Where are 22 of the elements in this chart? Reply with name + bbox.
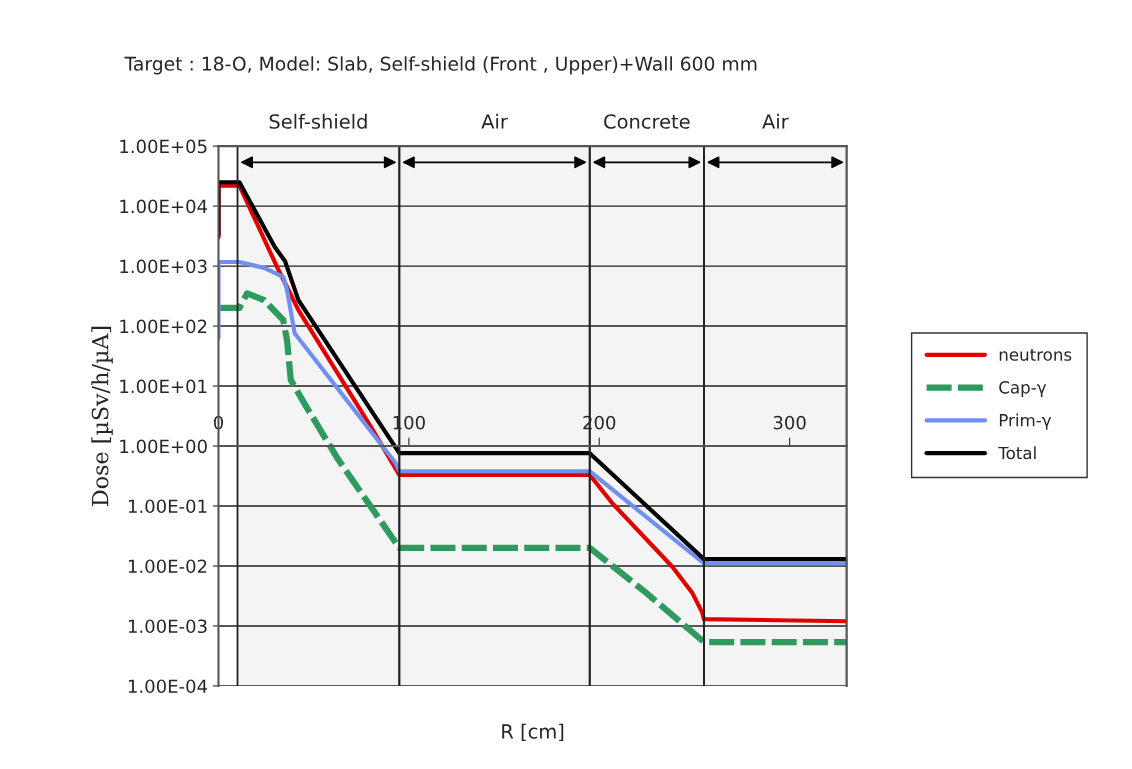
y-tick-label: 1.00E+02 (120, 319, 207, 334)
x-axis-title: R [cm] (502, 723, 564, 742)
y-tick-label: 1.00E+04 (120, 199, 208, 214)
band-label: Air (481, 113, 508, 129)
band-label: Concrete (604, 114, 690, 129)
y-tick-label: 1.00E+05 (120, 139, 207, 154)
y-tick-label: 1.00E+03 (120, 259, 207, 274)
chart-title: Target : 18-O, Model: Slab, Self-shield (Front , Upper)+Wall 600 mm (124, 56, 757, 75)
y-axis-title: Dose [µSv/h/µA] (91, 326, 113, 506)
y-tick-label: 1.00E-01 (128, 499, 207, 514)
band-label: Self-shield (269, 113, 367, 129)
y-tick-label: 1.00E-04 (128, 679, 208, 694)
legend-label: Prim-γ (999, 413, 1052, 430)
legend-label: Total (998, 446, 1036, 460)
y-tick-label: 1.00E-02 (128, 559, 207, 574)
band-label: Air (762, 113, 789, 129)
y-tick-label: 1.00E+01 (120, 379, 207, 394)
y-tick-label: 1.00E+00 (120, 439, 207, 454)
x-tick-label: 300 (773, 415, 806, 430)
legend-label: neutrons (999, 348, 1072, 361)
y-tick-label: 1.00E-03 (128, 619, 207, 634)
legend-label: Cap-γ (999, 381, 1047, 397)
